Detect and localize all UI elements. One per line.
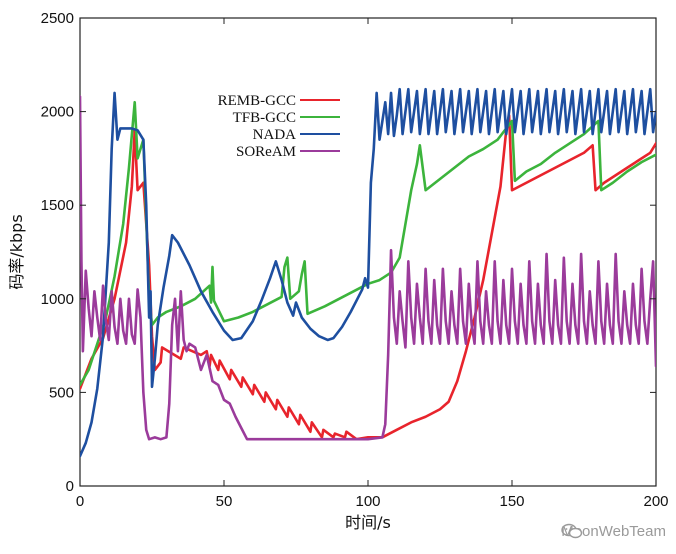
x-tick-label: 50 <box>216 493 233 510</box>
y-tick-label: 2000 <box>41 104 74 121</box>
x-tick-label: 100 <box>355 493 380 510</box>
watermark: MoonWebTeam <box>561 523 666 540</box>
x-tick-label: 200 <box>643 493 668 510</box>
x-tick-label: 150 <box>499 493 524 510</box>
legend-label-nada: NADA <box>253 127 296 143</box>
legend-label-tfb-gcc: TFB-GCC <box>233 110 296 126</box>
y-axis-label: 码率/kbps <box>7 214 26 289</box>
series-line-nada <box>80 87 656 458</box>
series-line-soream <box>80 95 656 441</box>
series-group <box>80 87 656 458</box>
y-tick-label: 500 <box>49 384 74 401</box>
watermark-text: MoonWebTeam <box>561 523 666 540</box>
y-tick-label: 0 <box>66 478 74 495</box>
x-tick-label: 0 <box>76 493 84 510</box>
legend-label-remb-gcc: REMB-GCC <box>218 93 296 109</box>
series-line-remb-gcc <box>80 114 656 441</box>
wechat-logo-icon <box>561 523 583 539</box>
legend-label-soream: SOReAM <box>236 144 296 160</box>
y-tick-label: 1500 <box>41 197 74 214</box>
x-axis-label: 时间/s <box>345 513 391 532</box>
y-tick-label: 1000 <box>41 291 74 308</box>
y-tick-label: 2500 <box>41 10 74 27</box>
